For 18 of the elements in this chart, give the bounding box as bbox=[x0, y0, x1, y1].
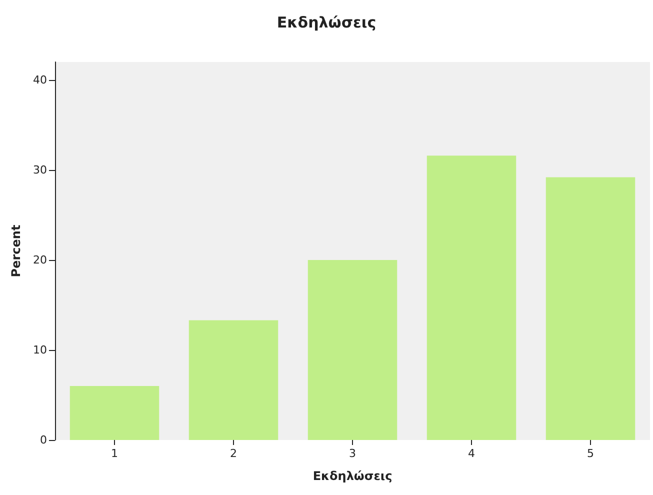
bar bbox=[546, 177, 636, 440]
y-tick-label: 20 bbox=[33, 254, 47, 266]
y-tick-label: 0 bbox=[40, 434, 47, 446]
chart-title: Εκδηλώσεις bbox=[276, 14, 376, 32]
x-tick-label: 4 bbox=[468, 447, 475, 460]
bar bbox=[188, 320, 278, 440]
y-tick-label: 30 bbox=[33, 164, 47, 176]
bar bbox=[308, 260, 398, 440]
x-tick-label: 2 bbox=[230, 447, 237, 460]
bar bbox=[426, 156, 516, 440]
x-tick-label: 3 bbox=[349, 447, 356, 460]
y-tick-label: 10 bbox=[33, 344, 47, 356]
y-axis-title: Percent bbox=[9, 224, 24, 278]
y-tick-label: 40 bbox=[33, 74, 47, 86]
x-tick-label: 5 bbox=[587, 447, 594, 460]
x-tick-label: 1 bbox=[111, 447, 118, 460]
bar bbox=[70, 386, 160, 440]
x-axis-title: Εκδηλώσεις bbox=[312, 469, 392, 483]
